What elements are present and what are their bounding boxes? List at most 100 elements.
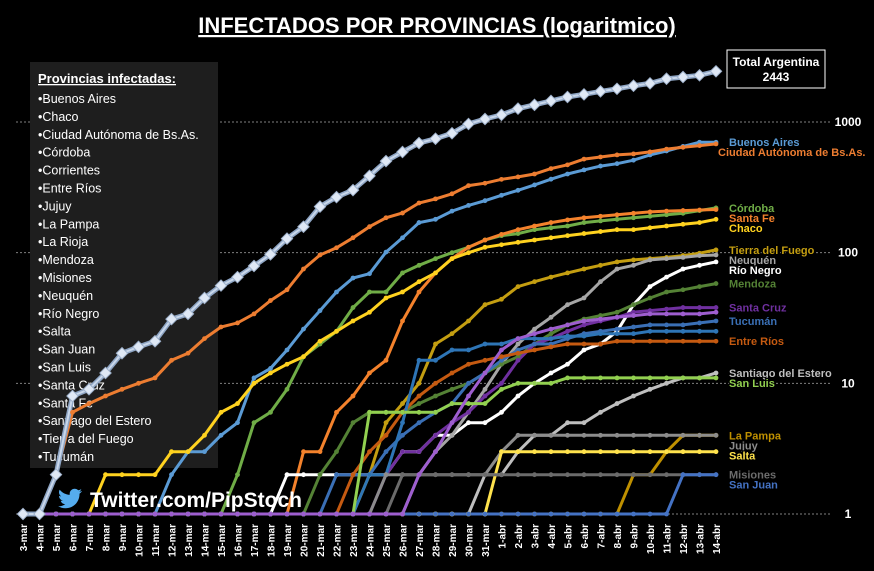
data-point [400, 289, 405, 295]
data-point [218, 432, 224, 438]
data-point [383, 511, 389, 517]
data-point [548, 166, 554, 171]
data-point [416, 279, 422, 285]
data-point [367, 309, 372, 315]
data-point [697, 262, 702, 268]
legend-item: •Mendoza [38, 253, 94, 267]
data-point [697, 139, 702, 145]
data-point [713, 305, 719, 310]
data-point [680, 322, 686, 328]
data-point [400, 401, 405, 406]
data-point [581, 375, 587, 381]
data-point [482, 180, 488, 186]
data-point [334, 245, 339, 251]
data-point [251, 375, 257, 381]
x-tick-label: 12-mar [168, 524, 179, 557]
data-point [466, 401, 471, 406]
data-point [367, 271, 372, 277]
data-point [680, 287, 686, 293]
data-point [627, 79, 640, 93]
data-point [515, 472, 521, 478]
data-point [647, 295, 653, 301]
data-point [515, 380, 521, 386]
x-tick-label: 4-abr [547, 524, 558, 549]
data-point [532, 347, 537, 353]
series-end-label: Salta [729, 450, 756, 462]
data-point [400, 511, 405, 517]
chart-title: INFECTADOS POR PROVINCIAS (logaritmico) [198, 13, 676, 38]
data-point [713, 432, 719, 438]
data-point [548, 370, 554, 376]
series-end-label: La Pampa [729, 430, 782, 442]
data-point [697, 472, 702, 478]
data-point [482, 472, 488, 478]
data-point [532, 223, 537, 229]
data-point [548, 432, 554, 438]
data-point [647, 149, 653, 155]
data-point [565, 432, 570, 438]
data-point [515, 354, 521, 360]
data-point [664, 432, 669, 438]
data-point [664, 146, 669, 152]
data-point [631, 511, 636, 517]
x-tick-label: 7-abr [597, 524, 608, 549]
data-point [235, 420, 240, 426]
data-point [499, 231, 504, 237]
data-point [713, 216, 719, 222]
data-point [416, 200, 422, 206]
data-point [614, 432, 620, 438]
total-box: Total Argentina 2443 [726, 49, 826, 89]
data-point [532, 326, 537, 332]
x-tick-label: 27-mar [415, 524, 426, 557]
data-point [664, 223, 669, 229]
data-point [697, 449, 702, 455]
data-point [499, 242, 504, 248]
data-point [280, 232, 294, 246]
data-point [33, 507, 46, 521]
data-point [614, 216, 620, 222]
x-tick-label: 13-abr [696, 524, 707, 554]
data-point [284, 511, 290, 517]
data-point [214, 279, 228, 292]
data-point [664, 449, 669, 455]
data-point [581, 220, 587, 225]
data-point [103, 472, 108, 478]
data-point [181, 307, 195, 321]
data-point [680, 254, 686, 260]
data-point [466, 380, 471, 386]
data-point [383, 295, 389, 301]
series-end-label: Entre Ríos [729, 336, 784, 348]
data-point [466, 393, 471, 399]
data-point [66, 389, 79, 403]
x-tick-label: 20-mar [300, 524, 311, 557]
data-point [528, 98, 541, 112]
data-point [466, 250, 471, 256]
data-point [119, 511, 125, 517]
x-tick-label: 11-mar [151, 524, 162, 556]
data-point [515, 284, 521, 289]
data-point [416, 262, 422, 268]
data-point [598, 449, 603, 455]
data-point [235, 511, 240, 517]
data-point [268, 366, 273, 371]
data-point [515, 187, 521, 193]
data-point [317, 449, 323, 455]
data-point [581, 432, 587, 438]
data-point [400, 409, 405, 415]
data-point [251, 380, 257, 386]
data-point [317, 472, 323, 478]
legend-item: •Salta [38, 325, 71, 339]
x-tick-label: 4-mar [36, 524, 47, 551]
data-point [565, 270, 570, 276]
data-point [594, 85, 607, 98]
series-end-label: Ciudad Autónoma de Bs.As. [718, 147, 866, 159]
data-point [218, 511, 224, 517]
data-point [284, 472, 290, 478]
data-point [548, 344, 554, 350]
data-point [268, 409, 273, 415]
legend-item: •Buenos Aires [38, 92, 116, 106]
data-point [383, 357, 389, 363]
data-point [449, 472, 455, 478]
data-point [697, 284, 702, 289]
